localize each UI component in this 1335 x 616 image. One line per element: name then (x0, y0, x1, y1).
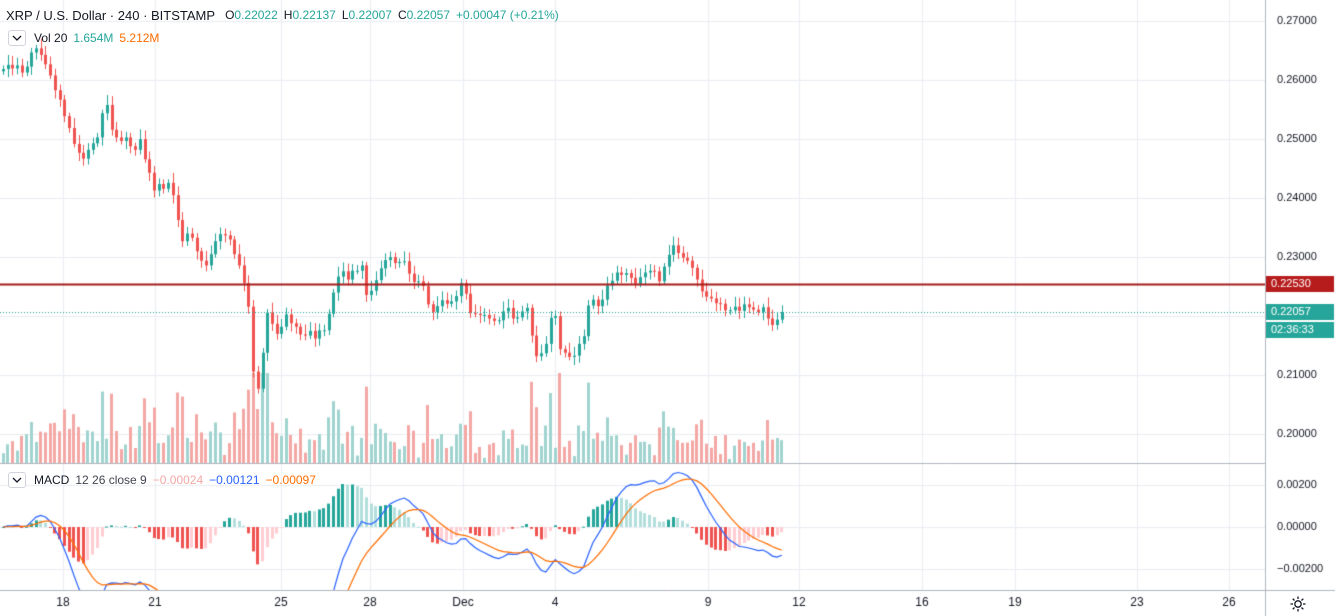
volume-indicator-name[interactable]: Vol 20 (34, 31, 68, 45)
volume-value: 1.654M (73, 31, 114, 45)
macd-collapse-button[interactable] (8, 472, 26, 488)
ohlc-low: L0.22007 (341, 8, 392, 22)
macd-signal-value: −0.00097 (265, 473, 316, 487)
symbol-title[interactable]: XRP / U.S. Dollar · 240 · BITSTAMP (6, 7, 216, 23)
macd-params: 12 26 close 9 (75, 473, 147, 487)
macd-indicator-name[interactable]: MACD (34, 473, 70, 487)
volume-legend: Vol 20 1.654M 5.212M (8, 30, 165, 46)
ohlc-close: C0.22057 (397, 8, 450, 22)
chevron-down-icon (12, 477, 22, 483)
ohlc-open: O0.22022 (225, 8, 278, 22)
volume-ma-value: 5.212M (119, 31, 160, 45)
ohlc-high: H0.22137 (283, 8, 336, 22)
volume-collapse-button[interactable] (8, 30, 26, 46)
chevron-down-icon (12, 35, 22, 41)
macd-legend: MACD 12 26 close 9 −0.00024 −0.00121 −0.… (8, 472, 322, 488)
gear-icon[interactable] (1289, 595, 1307, 613)
macd-histogram-value: −0.00024 (152, 473, 204, 487)
chart-header: XRP / U.S. Dollar · 240 · BITSTAMP O0.22… (6, 5, 559, 25)
macd-line-value: −0.00121 (209, 473, 260, 487)
price-change: +0.00047 (+0.21%) (456, 8, 559, 22)
